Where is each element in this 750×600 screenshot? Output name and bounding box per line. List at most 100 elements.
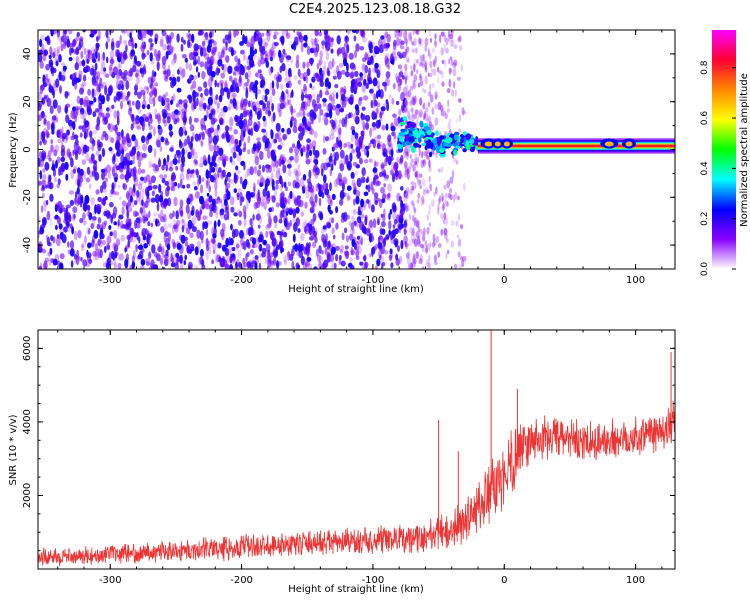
speckle-mark — [145, 116, 149, 122]
speckle-mark — [419, 62, 423, 67]
speckle-mark — [134, 200, 138, 206]
speckle-mark — [397, 64, 402, 70]
speckle-mark — [293, 168, 299, 176]
speckle-mark — [423, 188, 426, 196]
speckle-mark — [102, 181, 107, 190]
signal-mark — [443, 142, 449, 147]
speckle-mark — [391, 97, 395, 105]
speckle-mark — [286, 127, 292, 135]
speckle-mark — [377, 64, 382, 73]
speckle-mark — [203, 81, 208, 89]
speckle-mark — [58, 262, 64, 269]
speckle-mark — [79, 87, 84, 95]
speckle-mark — [233, 65, 239, 72]
speckle-mark — [123, 40, 127, 45]
speckle-mark — [412, 80, 416, 87]
spectrogram-x-label: Height of straight line (km) — [288, 284, 424, 295]
speckle-mark — [105, 30, 109, 38]
speckle-mark — [273, 215, 278, 224]
speckle-mark — [80, 194, 84, 204]
speckle-mark — [254, 151, 259, 159]
speckle-mark — [198, 174, 202, 185]
speckle-mark — [206, 197, 213, 203]
speckle-mark — [395, 30, 399, 34]
speckle-mark — [236, 194, 240, 201]
speckle-mark — [278, 218, 283, 224]
speckle-mark — [202, 177, 205, 182]
carrier-bulge — [625, 141, 633, 147]
speckle-mark — [455, 220, 459, 227]
speckle-mark — [305, 124, 309, 131]
y-tick-label: 40 — [22, 48, 33, 61]
speckle-mark — [49, 62, 53, 68]
speckle-mark — [338, 119, 343, 124]
speckle-mark — [432, 58, 436, 66]
speckle-mark — [310, 218, 315, 225]
speckle-mark — [422, 113, 426, 121]
speckle-mark — [263, 42, 267, 50]
speckle-mark — [73, 213, 76, 220]
speckle-mark — [412, 255, 416, 264]
speckle-mark — [199, 209, 203, 215]
speckle-mark — [264, 42, 269, 47]
speckle-mark — [40, 110, 45, 119]
speckle-mark — [271, 195, 276, 203]
speckle-mark — [457, 251, 461, 258]
speckle-mark — [254, 261, 258, 269]
speckle-mark — [108, 85, 114, 94]
speckle-mark — [462, 255, 467, 262]
speckle-mark — [102, 117, 108, 126]
speckle-mark — [106, 235, 112, 245]
speckle-mark — [274, 74, 278, 80]
signal-mark — [454, 142, 459, 146]
speckle-mark — [159, 38, 164, 48]
speckle-mark — [309, 157, 312, 163]
speckle-mark — [145, 112, 151, 123]
speckle-mark — [159, 216, 165, 223]
speckle-mark — [287, 168, 292, 177]
speckle-mark — [283, 181, 287, 188]
speckle-mark — [259, 182, 264, 187]
speckle-mark — [261, 76, 265, 85]
speckle-mark — [119, 80, 124, 85]
speckle-mark — [299, 72, 305, 80]
speckle-mark — [117, 184, 121, 189]
speckle-mark — [444, 59, 447, 68]
speckle-mark — [214, 253, 219, 264]
speckle-mark — [161, 99, 166, 107]
speckle-mark — [208, 195, 213, 203]
speckle-mark — [207, 240, 211, 246]
signal-mark — [465, 140, 470, 146]
speckle-mark — [292, 41, 297, 51]
speckle-mark — [108, 146, 113, 152]
speckle-mark — [281, 127, 285, 133]
speckle-mark — [242, 233, 246, 240]
signal-mark — [436, 140, 441, 146]
speckle-mark — [218, 256, 222, 263]
speckle-mark — [76, 187, 80, 195]
speckle-mark — [300, 92, 305, 102]
speckle-mark — [390, 148, 394, 158]
speckle-mark — [237, 188, 242, 194]
speckle-mark — [184, 130, 188, 136]
speckle-mark — [102, 130, 107, 138]
speckle-mark — [141, 199, 144, 206]
speckle-mark — [73, 165, 77, 172]
speckle-mark — [218, 94, 223, 103]
speckle-mark — [331, 146, 335, 152]
speckle-mark — [364, 214, 368, 222]
speckle-mark — [421, 151, 424, 159]
speckle-mark — [177, 183, 181, 189]
speckle-mark — [444, 192, 449, 199]
speckle-mark — [168, 166, 174, 172]
speckle-mark — [223, 213, 228, 221]
speckle-mark — [88, 100, 94, 105]
speckle-mark — [229, 253, 233, 262]
speckle-mark — [148, 121, 151, 126]
speckle-mark — [350, 71, 355, 79]
speckle-mark — [247, 135, 251, 144]
speckle-mark — [200, 92, 203, 98]
speckle-mark — [457, 36, 462, 43]
speckle-mark — [361, 261, 366, 269]
